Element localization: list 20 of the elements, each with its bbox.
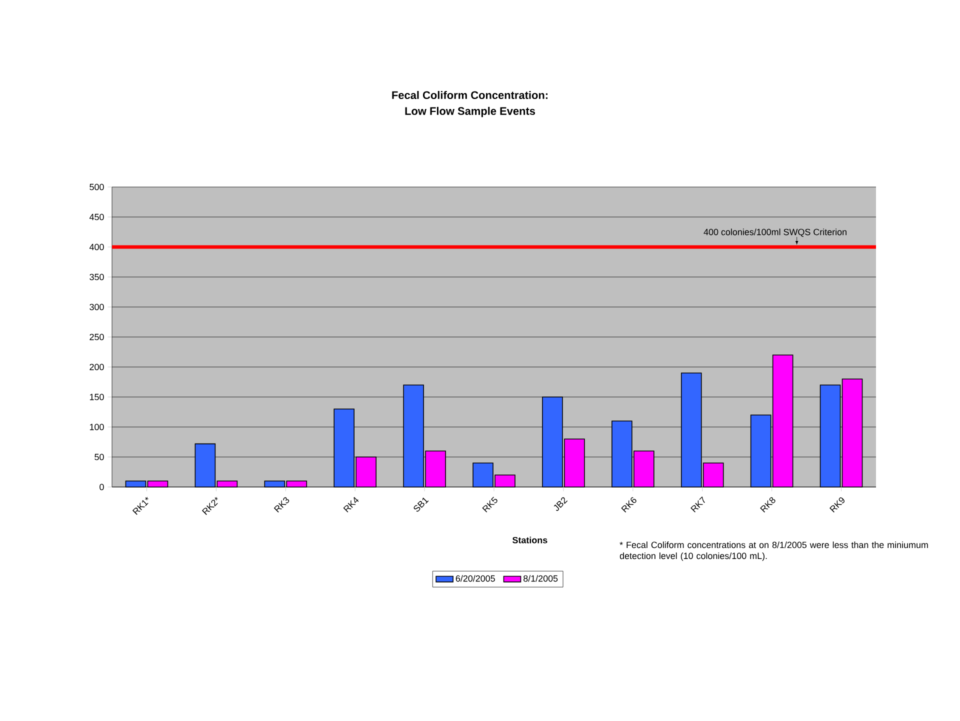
legend-label: 6/20/2005: [456, 575, 495, 582]
chart-title: Fecal Coliform Concentration:: [392, 90, 548, 100]
x-tick-label: SB1: [414, 498, 429, 512]
y-tick-label: 50: [94, 454, 104, 460]
y-tick-label: 250: [90, 334, 104, 340]
y-tick-label: 450: [89, 214, 104, 220]
text: * Fecal Coliform concentrations at on 8/1/2005 were less than the miniumum detection level (10 colonies/100 mL).: [620, 542, 928, 561]
y-tick-label: 500: [90, 184, 104, 190]
y-tick-label: 300: [90, 304, 104, 310]
y-tick-label: 150: [90, 394, 104, 400]
y-tick-label: 0: [100, 484, 104, 490]
y-tick-label: 200: [90, 364, 104, 370]
x-tick-label: JB2: [554, 497, 568, 511]
y-tick-label: 350: [90, 274, 104, 280]
chart-subtitle: Low Flow Sample Events: [405, 106, 536, 118]
legend-label: 8/1/2005: [524, 575, 558, 582]
ref-line-label: 400 colonies/100ml SWQS Criterion: [704, 228, 846, 237]
y-tick-label: 100: [90, 424, 104, 430]
y-tick-label: 400: [89, 244, 104, 250]
x-axis-title: Stations: [512, 536, 548, 544]
